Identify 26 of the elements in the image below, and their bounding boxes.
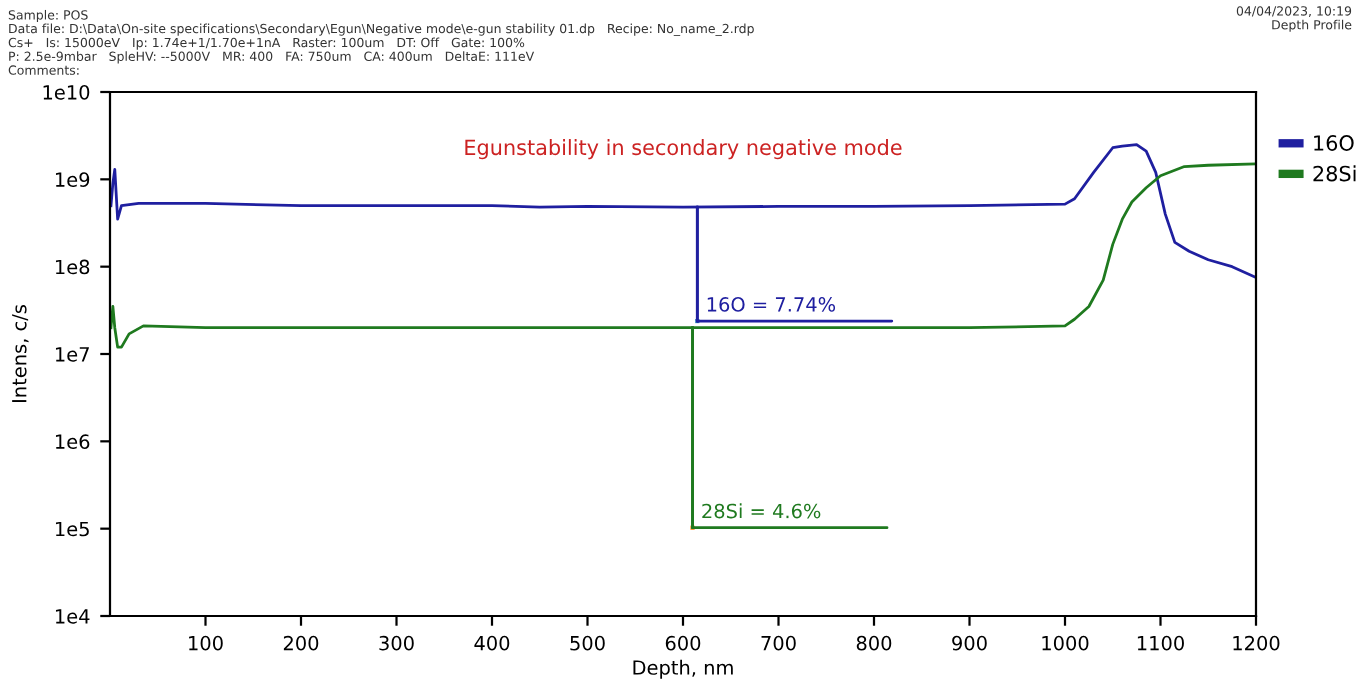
annotation: 28Si = 4.6% [702,503,821,519]
x-tick-label: 400 [474,635,510,651]
x-tick-label: 1200 [1233,635,1280,651]
x-tick-label: 1000 [1042,635,1089,651]
y-tick-label: 1e10 [43,84,90,100]
x-tick-label: 300 [379,635,414,651]
y-tick-label: 1e6 [55,434,90,449]
legend-label: 28Si [1313,165,1356,182]
y-tick-label: 1e8 [55,259,90,275]
y-tick-label: 1e9 [55,172,90,187]
y-tick-label: 1e5 [55,521,89,537]
y-tick-label: 1e7 [55,347,89,362]
x-tick-label: 900 [952,635,987,651]
legend-label: 16O [1314,135,1354,151]
y-tick-label: 1e4 [55,609,90,624]
annotation: 16O = 7.74% [707,297,836,312]
x-tick-label: 700 [761,635,796,651]
x-tick-label: 600 [665,635,701,651]
text: Egunstability in secondary negative mode [465,139,902,160]
x-tick-label: 800 [856,635,892,651]
x-tick-label: 100 [189,635,223,651]
x-tick-label: 500 [570,635,605,651]
y-axis-title: Intens, c/s [12,305,29,403]
x-tick-label: 1100 [1137,635,1184,651]
x-tick-label: 200 [283,635,319,651]
x-axis-title: Depth, nm [633,659,733,679]
